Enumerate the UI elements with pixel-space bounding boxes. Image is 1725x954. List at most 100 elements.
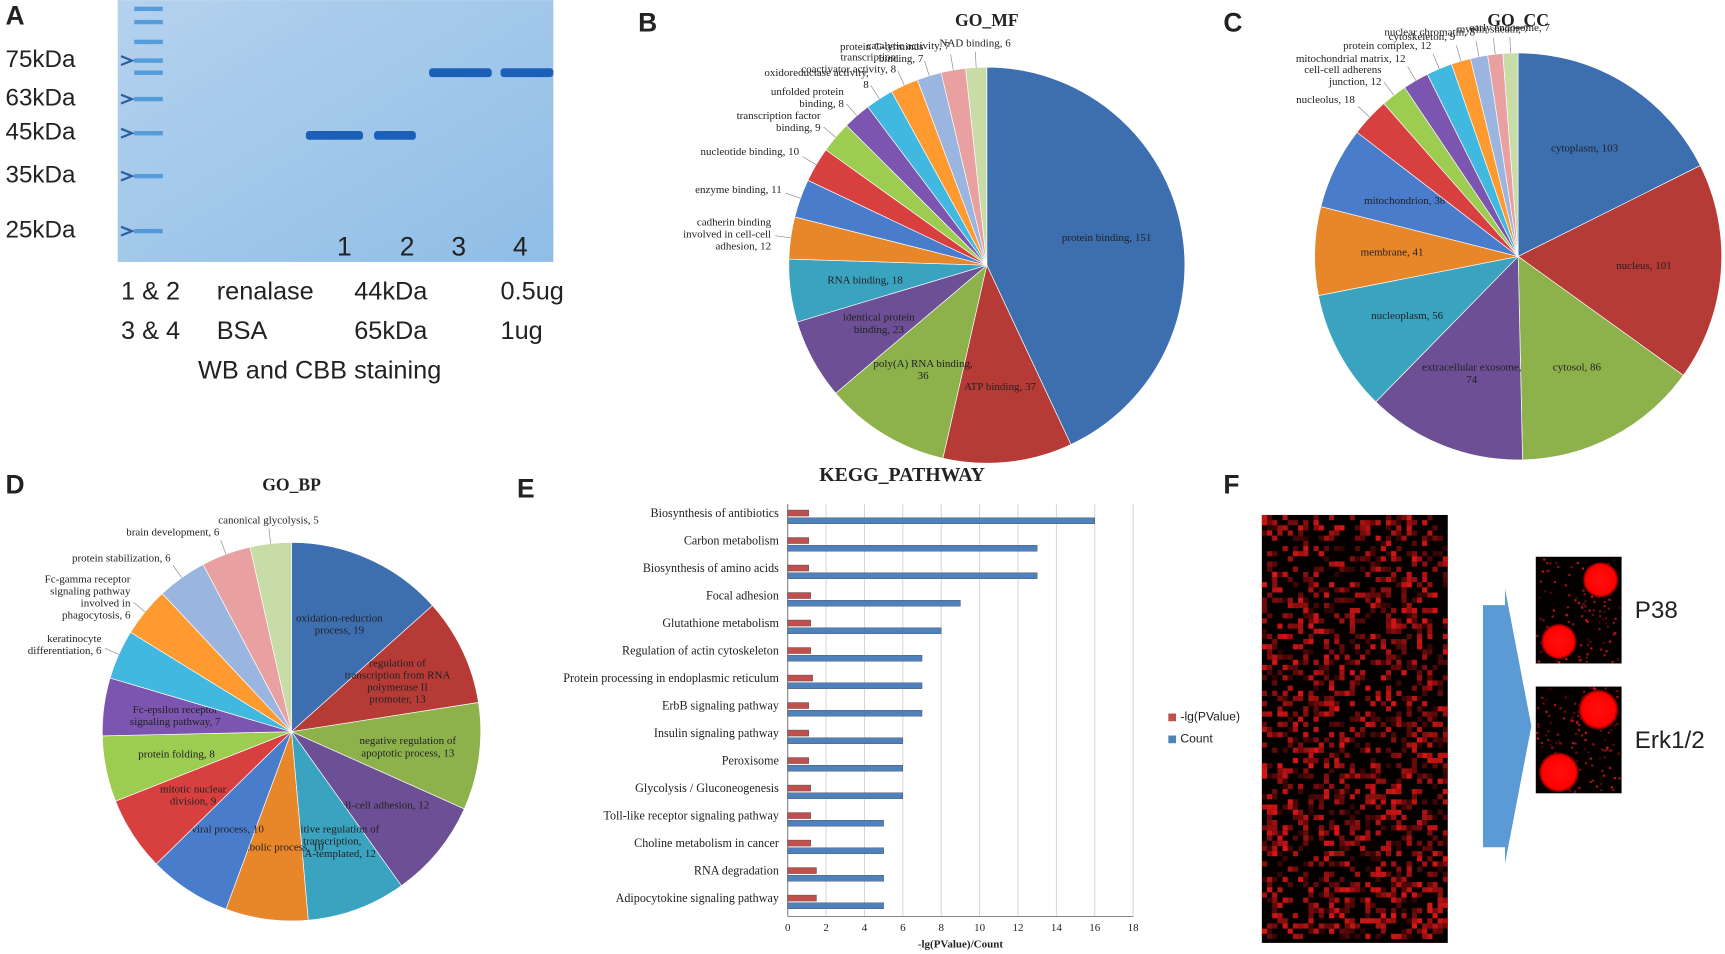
array-pixel [1416, 670, 1423, 676]
array-pixel [1360, 747, 1366, 753]
array-pixel [1380, 861, 1386, 867]
array-pixel [1401, 799, 1407, 805]
array-pixel [1272, 587, 1278, 593]
array-pixel [1442, 923, 1448, 929]
array-pixel [1406, 659, 1412, 665]
array-pixel [1334, 752, 1340, 758]
array-pixel [1432, 592, 1438, 598]
array-pixel [1545, 569, 1548, 572]
array-pixel [1396, 820, 1402, 826]
array-pixel [1282, 768, 1288, 774]
array-pixel [1277, 525, 1283, 531]
array-pixel [1308, 649, 1314, 655]
array-pixel [1391, 861, 1397, 867]
array-pixel [1370, 871, 1376, 877]
array-pixel [1427, 742, 1433, 748]
array-pixel [1600, 789, 1603, 792]
array-pixel [1406, 514, 1412, 521]
array-pixel [1391, 628, 1397, 634]
array-pixel [1600, 748, 1603, 751]
array-pixel [1380, 732, 1386, 738]
array-pixel [1318, 551, 1324, 557]
array-pixel [1287, 737, 1293, 743]
array-pixel [1611, 660, 1614, 663]
array-pixel [1564, 696, 1567, 699]
leader-line [823, 126, 836, 138]
array-pixel [1427, 933, 1433, 939]
array-pixel [1323, 587, 1330, 593]
array-pixel [1267, 520, 1273, 526]
array-pixel [1277, 597, 1283, 603]
array-pixel [1548, 715, 1551, 718]
array-pixel [1360, 928, 1366, 934]
array-pixel [1349, 918, 1355, 924]
bar [787, 765, 904, 772]
array-pixel [1375, 876, 1381, 883]
array-pixel [1406, 664, 1412, 671]
leader-line [1432, 53, 1440, 69]
array-pixel [1267, 928, 1273, 934]
array-pixel [1318, 923, 1324, 929]
array-pixel [1370, 814, 1376, 821]
array-pixel [1308, 907, 1314, 914]
y-tick-label: Carbon metabolism [684, 534, 780, 548]
array-pixel [1334, 654, 1340, 660]
array-pixel [1396, 659, 1402, 665]
array-pixel [1396, 788, 1402, 795]
array-pixel [1365, 556, 1371, 562]
bar [787, 792, 904, 799]
array-pixel [1370, 721, 1376, 727]
pie-slice [986, 66, 1186, 445]
gel-legend: 1ug [501, 317, 543, 345]
array-pixel [1571, 742, 1575, 745]
array-pixel [1380, 659, 1386, 665]
array-pixel [1555, 561, 1558, 565]
x-tick-label: 12 [1012, 922, 1023, 934]
array-pixel [1422, 737, 1428, 743]
array-pixel [1329, 923, 1335, 929]
gel-legend: BSA [217, 317, 268, 345]
array-pixel [1313, 525, 1319, 531]
bar [787, 674, 813, 682]
array-pixel [1318, 783, 1324, 789]
array-pixel [1396, 876, 1402, 883]
array-pixel [1385, 809, 1392, 815]
leader-line [774, 235, 791, 239]
array-pixel [1329, 732, 1335, 738]
array-pixel [1303, 654, 1309, 660]
array-pixel [1380, 721, 1386, 727]
array-pixel [1401, 892, 1407, 898]
array-pixel [1344, 897, 1350, 903]
array-pixel [1267, 613, 1273, 619]
array-pixel [1427, 752, 1433, 758]
array-pixel [1568, 594, 1571, 597]
array-pixel [1432, 835, 1438, 841]
slice-label: cytoskeleton, 9 [1389, 31, 1456, 43]
bar [787, 655, 923, 662]
array-pixel [1334, 690, 1340, 696]
array-pixel [1344, 566, 1350, 572]
array-pixel [1344, 861, 1350, 867]
array-pixel [1603, 600, 1606, 603]
array-pixel [1292, 768, 1299, 774]
array-pixel [1334, 571, 1340, 578]
array-pixel [1370, 633, 1376, 640]
array-pixel [1396, 825, 1402, 831]
array-pixel [1581, 734, 1584, 737]
array-pixel [1589, 780, 1592, 783]
array-pixel [1603, 654, 1606, 657]
array-pixel [1396, 639, 1402, 645]
array-pixel [1261, 794, 1268, 800]
array-pixel [1385, 566, 1392, 572]
array-pixel [1334, 763, 1340, 769]
leader-line [172, 565, 182, 578]
array-pixel [1334, 799, 1340, 805]
array-pixel [1396, 628, 1402, 634]
array-pixel [1354, 556, 1361, 562]
array-pixel [1612, 789, 1615, 792]
array-pixel [1585, 656, 1588, 659]
slice-label: viral process, 10 [192, 824, 265, 836]
array-pixel [1267, 825, 1273, 831]
array-pixel [1411, 892, 1417, 898]
array-pixel [1442, 897, 1448, 903]
